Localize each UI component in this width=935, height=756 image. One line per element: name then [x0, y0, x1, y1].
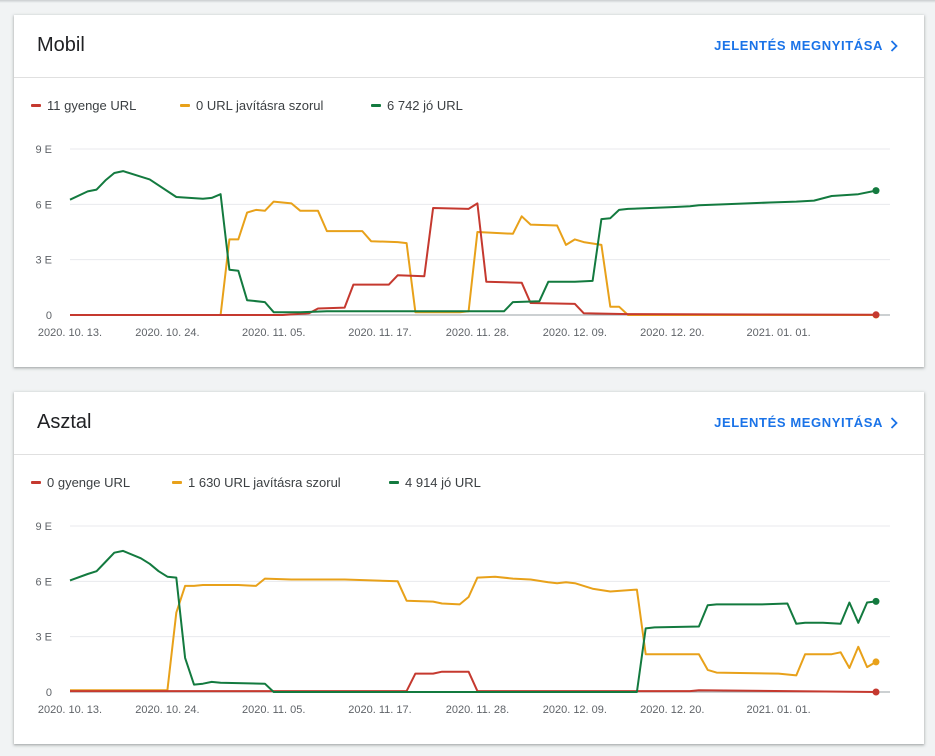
- legend-swatch-needs: [180, 104, 190, 107]
- series-line-good: [69, 549, 877, 693]
- line-chart: 0 3 E 6 E 9 E 2020. 10. 13. 2020. 10. 24. 2020…: [35, 144, 890, 339]
- legend-swatch-poor: [31, 481, 41, 484]
- y-tick-label: 9 E: [35, 521, 52, 533]
- legend-label-poor: 0 gyenge URL: [47, 475, 131, 490]
- open-report-link[interactable]: JELENTÉS MEGNYITÁSA: [714, 415, 898, 430]
- line-chart: 0 3 E 6 E 9 E 2020. 10. 13. 2020. 10. 24. 2020…: [35, 521, 890, 716]
- y-tick-label: 6 E: [35, 199, 52, 211]
- mobile-report-card: Mobil JELENTÉS MEGNYITÁSA 11 gyenge URL …: [14, 15, 924, 367]
- series-line-needs: [70, 200, 876, 316]
- y-tick-label: 9 E: [35, 144, 52, 156]
- x-tick-label: 2020. 10. 24.: [135, 327, 199, 339]
- card-header: Mobil JELENTÉS MEGNYITÁSA: [14, 15, 924, 78]
- legend-swatch-good: [371, 104, 381, 107]
- x-tick-label: 2020. 10. 24.: [135, 704, 199, 716]
- legend-label-needs: 0 URL javításra szorul: [196, 98, 324, 113]
- legend-item-good[interactable]: 4 914 jó URL: [389, 475, 481, 490]
- legend-item-poor[interactable]: 0 gyenge URL: [31, 475, 130, 490]
- x-tick-label: 2020. 12. 20.: [640, 704, 704, 716]
- x-tick-label: 2020. 11. 28.: [446, 704, 509, 716]
- x-tick-label: 2020. 12. 09.: [543, 327, 607, 339]
- series-end-point-good: [872, 187, 880, 195]
- legend-swatch-needs: [172, 481, 182, 484]
- x-tick-label: 2020. 11. 05.: [242, 704, 305, 716]
- chevron-right-icon: [890, 39, 898, 52]
- x-tick-label: 2020. 12. 20.: [640, 327, 704, 339]
- series-line-poor: [70, 670, 877, 693]
- legend-item-needs[interactable]: 1 630 URL javításra szorul: [172, 475, 341, 490]
- open-report-label: JELENTÉS MEGNYITÁSA: [714, 38, 883, 53]
- y-tick-label: 3 E: [35, 255, 52, 267]
- card-header: Asztal JELENTÉS MEGNYITÁSA: [14, 392, 924, 455]
- legend-label-poor: 11 gyenge URL: [47, 98, 137, 113]
- x-tick-label: 2021. 01. 01.: [746, 327, 810, 339]
- legend-label-good: 4 914 jó URL: [405, 475, 481, 490]
- legend-item-poor[interactable]: 11 gyenge URL: [31, 98, 136, 113]
- series-end-point-poor: [872, 688, 880, 696]
- card-title: Asztal: [37, 411, 92, 433]
- x-tick-label: 2020. 12. 09.: [543, 704, 607, 716]
- x-tick-label: 2020. 10. 13.: [38, 704, 102, 716]
- top-shadow: [0, 0, 935, 3]
- series-end-point-needs: [872, 658, 880, 666]
- series-end-point-poor: [872, 311, 880, 319]
- chevron-right-icon: [890, 416, 898, 429]
- legend-label-needs: 1 630 URL javításra szorul: [188, 475, 341, 490]
- open-report-label: JELENTÉS MEGNYITÁSA: [714, 415, 883, 430]
- desktop-report-card: Asztal JELENTÉS MEGNYITÁSA 0 gyenge URL …: [14, 392, 924, 744]
- open-report-link[interactable]: JELENTÉS MEGNYITÁSA: [714, 38, 898, 53]
- x-tick-label: 2021. 01. 01.: [746, 704, 810, 716]
- legend-item-good[interactable]: 6 742 jó URL: [371, 98, 463, 113]
- y-tick-label: 6 E: [35, 576, 52, 588]
- x-tick-label: 2020. 11. 17.: [348, 704, 411, 716]
- legend-swatch-good: [389, 481, 399, 484]
- x-tick-label: 2020. 11. 05.: [242, 327, 305, 339]
- card-title: Mobil: [37, 34, 85, 56]
- y-tick-label: 0: [46, 310, 52, 322]
- legend-label-good: 6 742 jó URL: [387, 98, 463, 113]
- legend-swatch-poor: [31, 104, 41, 107]
- y-tick-label: 0: [46, 687, 52, 699]
- x-tick-label: 2020. 10. 13.: [38, 327, 102, 339]
- x-tick-label: 2020. 11. 17.: [348, 327, 411, 339]
- x-tick-label: 2020. 11. 28.: [446, 327, 509, 339]
- series-end-point-good: [872, 597, 880, 605]
- series-line-needs: [70, 575, 877, 692]
- series-line-good: [69, 170, 877, 314]
- y-tick-label: 3 E: [35, 632, 52, 644]
- legend-item-needs[interactable]: 0 URL javításra szorul: [180, 98, 323, 113]
